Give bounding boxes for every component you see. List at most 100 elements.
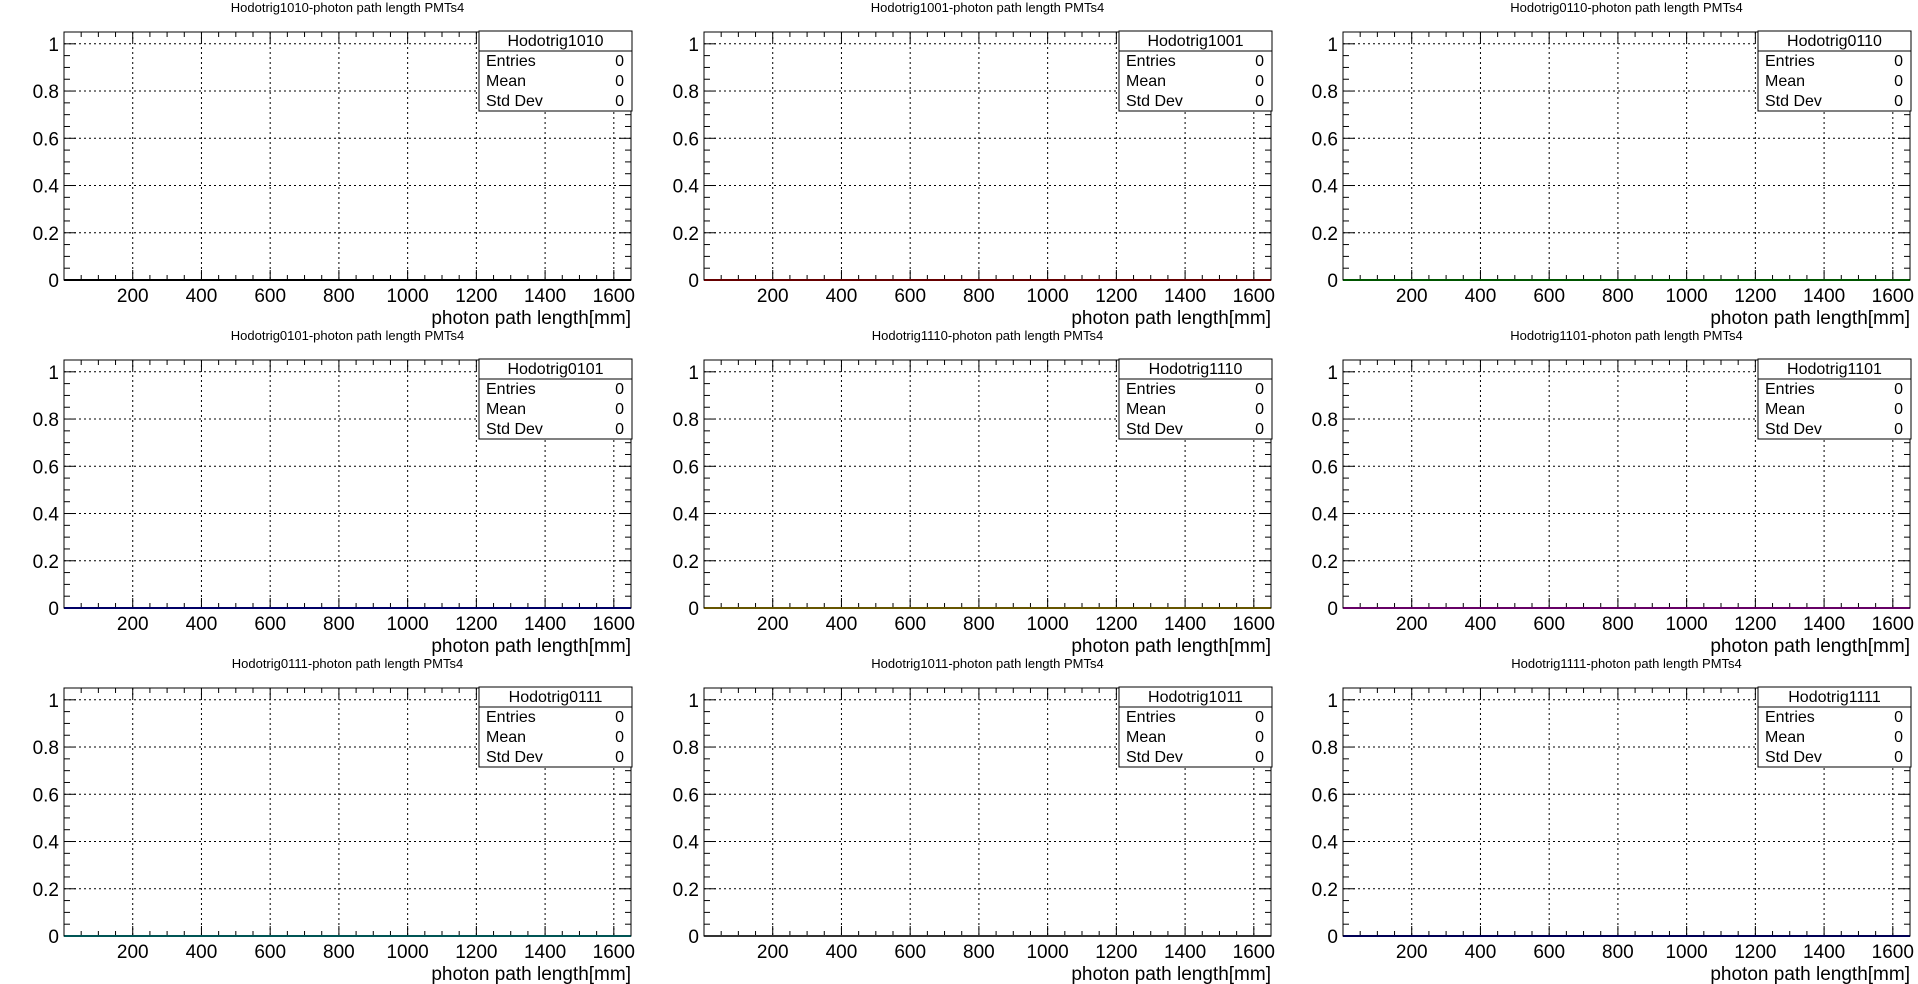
x-tick-label: 1000 — [1026, 286, 1068, 307]
plot-frame — [63, 31, 632, 281]
panel-title: Hodotrig1001-photon path length PMTs4 — [871, 0, 1104, 15]
y-tick-label: 0.6 — [33, 129, 59, 150]
stats-box-name: Hodotrig1111 — [1788, 689, 1881, 706]
stats-row-label: Entries — [1765, 53, 1815, 70]
y-tick-label: 1 — [688, 691, 699, 712]
y-tick-label: 0.6 — [1312, 129, 1338, 150]
y-tick-label: 1 — [1327, 363, 1338, 384]
stats-row-value: 0 — [1894, 73, 1903, 90]
x-tick-label: 200 — [1396, 942, 1428, 963]
stats-row-label: Entries — [1126, 709, 1176, 726]
x-tick-label: 800 — [1602, 942, 1634, 963]
x-tick-label: 200 — [1396, 286, 1428, 307]
stats-row-value: 0 — [1255, 93, 1264, 110]
y-tick-label: 0.8 — [1312, 410, 1338, 431]
stats-row-value: 0 — [615, 73, 624, 90]
x-tick-label: 200 — [117, 942, 149, 963]
y-tick-label: 0.6 — [673, 785, 699, 806]
x-tick-label: 1200 — [455, 286, 497, 307]
y-tick-label: 0.4 — [673, 505, 700, 526]
x-tick-label: 200 — [757, 942, 789, 963]
stats-box-frame — [1118, 358, 1273, 440]
panel-title: Hodotrig1010-photon path length PMTs4 — [231, 0, 464, 15]
x-tick-label: 1600 — [1233, 614, 1275, 635]
x-tick-label: 600 — [1533, 614, 1565, 635]
panel-title: Hodotrig0110-photon path length PMTs4 — [1510, 0, 1742, 15]
stats-row-label: Std Dev — [486, 421, 543, 438]
stats-box-frame — [1118, 30, 1273, 112]
stats-row-label: Mean — [1126, 73, 1166, 90]
stats-row-value: 0 — [1255, 73, 1264, 90]
x-tick-label: 400 — [1465, 614, 1497, 635]
stats-row-value: 0 — [1894, 93, 1903, 110]
x-tick-label: 1400 — [1803, 942, 1845, 963]
x-tick-label: 1600 — [1233, 286, 1275, 307]
y-tick-label: 0.2 — [673, 224, 699, 245]
stats-row-value: 0 — [615, 729, 624, 746]
y-tick-label: 0.6 — [673, 129, 699, 150]
histogram-panel: Hodotrig0101-photon path length PMTs4 200… — [33, 328, 635, 657]
y-tick-label: 0.2 — [1312, 880, 1338, 901]
stats-row-value: 0 — [1255, 749, 1264, 766]
x-tick-label: 1400 — [1803, 286, 1845, 307]
panel-title: Hodotrig1101-photon path length PMTs4 — [1510, 328, 1742, 343]
x-tick-label: 800 — [1602, 614, 1634, 635]
panel-title: Hodotrig0111-photon path length PMTs4 — [232, 656, 464, 671]
stats-box: Hodotrig1011 Entries 0 Mean 0 Std Dev 0 — [1118, 686, 1273, 768]
y-tick-label: 1 — [48, 35, 59, 56]
panel-title: Hodotrig1011-photon path length PMTs4 — [871, 656, 1103, 671]
x-tick-label: 1400 — [524, 286, 566, 307]
x-tick-label: 1600 — [1872, 614, 1914, 635]
x-tick-label: 800 — [1602, 286, 1634, 307]
stats-row-value: 0 — [1894, 709, 1903, 726]
x-tick-label: 1600 — [1872, 942, 1914, 963]
y-tick-label: 0.2 — [673, 552, 699, 573]
plot-frame — [1342, 687, 1911, 937]
stats-box-name: Hodotrig1110 — [1149, 361, 1243, 378]
x-axis-label: photon path length[mm] — [431, 636, 631, 657]
stats-row-label: Mean — [486, 729, 526, 746]
histogram-panel: Hodotrig1111-photon path length PMTs4 200… — [1312, 656, 1914, 984]
y-tick-label: 0.8 — [1312, 738, 1338, 759]
x-tick-label: 800 — [323, 942, 355, 963]
y-tick-label: 1 — [688, 363, 699, 384]
plot-frame — [1342, 31, 1911, 281]
stats-row-label: Std Dev — [1126, 421, 1183, 438]
x-tick-label: 200 — [117, 614, 149, 635]
stats-box-name: Hodotrig0110 — [1787, 33, 1882, 50]
x-tick-label: 1000 — [386, 942, 428, 963]
stats-row-label: Mean — [486, 401, 526, 418]
stats-row-value: 0 — [1255, 421, 1264, 438]
histogram-panel: Hodotrig1011-photon path length PMTs4 200… — [673, 656, 1275, 984]
plot-frame — [703, 687, 1272, 937]
panel-title: Hodotrig1111-photon path length PMTs4 — [1511, 656, 1742, 671]
x-axis-label: photon path length[mm] — [1710, 636, 1910, 657]
y-tick-label: 0.2 — [673, 880, 699, 901]
stats-box-frame — [478, 30, 633, 112]
stats-row-value: 0 — [1894, 729, 1903, 746]
y-tick-label: 0.4 — [1312, 505, 1339, 526]
x-tick-label: 600 — [254, 286, 286, 307]
panel-title: Hodotrig1110-photon path length PMTs4 — [872, 328, 1104, 343]
x-axis-label: photon path length[mm] — [1071, 964, 1271, 984]
y-tick-label: 0.8 — [33, 410, 59, 431]
y-tick-label: 0.2 — [33, 880, 59, 901]
x-tick-label: 400 — [826, 286, 858, 307]
x-tick-label: 400 — [826, 614, 858, 635]
stats-row-value: 0 — [1255, 729, 1264, 746]
x-tick-label: 1200 — [1095, 614, 1137, 635]
x-tick-label: 1600 — [1872, 286, 1914, 307]
x-tick-label: 600 — [1533, 942, 1565, 963]
stats-row-label: Std Dev — [1126, 93, 1183, 110]
y-tick-label: 0 — [688, 927, 699, 948]
y-tick-label: 0.2 — [33, 224, 59, 245]
histogram-panel: Hodotrig1010-photon path length PMTs4 200… — [33, 0, 635, 329]
y-tick-label: 0.4 — [33, 833, 60, 854]
y-tick-label: 0.2 — [1312, 224, 1338, 245]
stats-row-label: Std Dev — [486, 93, 543, 110]
histogram-panel: Hodotrig0110-photon path length PMTs4 200… — [1312, 0, 1914, 329]
x-tick-label: 1400 — [1164, 614, 1206, 635]
y-tick-label: 1 — [1327, 35, 1338, 56]
y-tick-label: 0.8 — [33, 82, 59, 103]
